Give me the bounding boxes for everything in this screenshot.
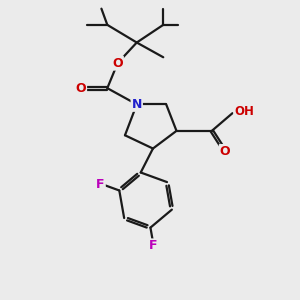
Text: OH: OH <box>234 105 254 118</box>
Text: F: F <box>96 178 105 191</box>
Text: O: O <box>112 57 123 70</box>
Text: O: O <box>76 82 86 95</box>
Text: F: F <box>149 239 158 252</box>
Text: N: N <box>132 98 142 111</box>
Text: O: O <box>220 145 230 158</box>
